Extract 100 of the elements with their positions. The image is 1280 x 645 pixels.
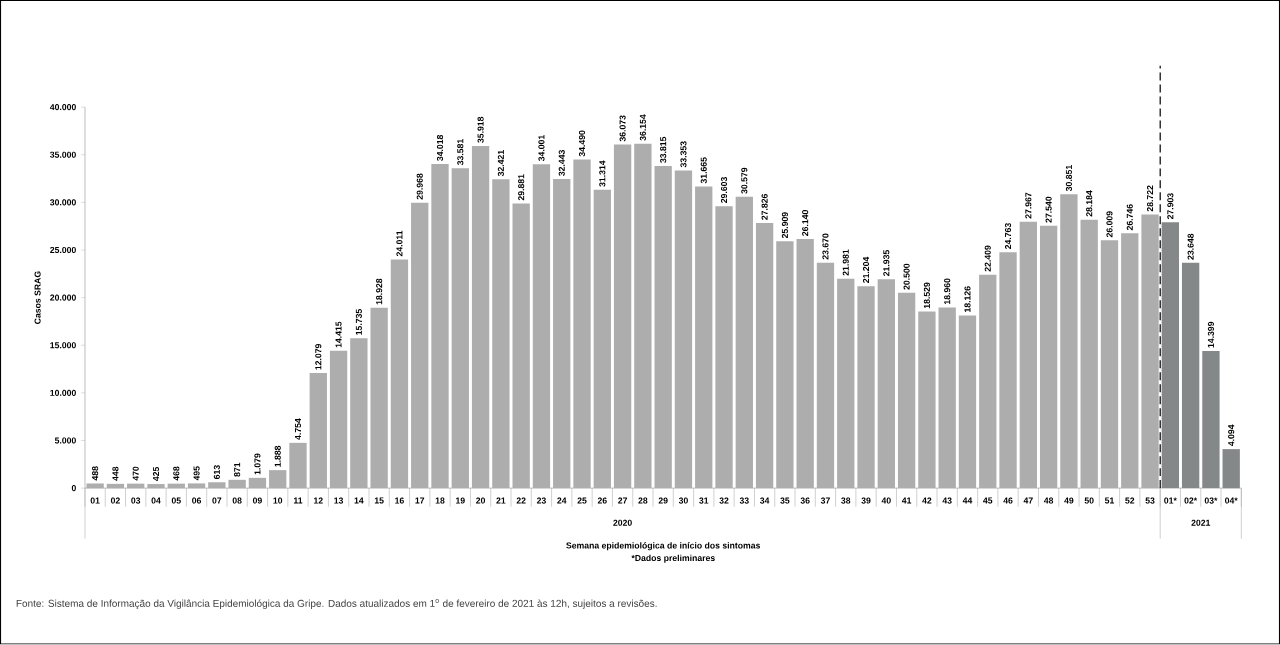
y-tick-label: 35.000 bbox=[50, 151, 76, 159]
data-label: 15.735 bbox=[355, 309, 362, 335]
bar bbox=[390, 259, 409, 489]
x-tick-label: 29 bbox=[658, 497, 668, 504]
x-tick-label: 09 bbox=[252, 497, 262, 504]
x-tick-label: 51 bbox=[1104, 497, 1115, 504]
x-tick-label: 46 bbox=[1003, 497, 1013, 504]
bar bbox=[451, 168, 469, 489]
x-tick-label: 01* bbox=[1164, 497, 1177, 504]
data-label: 33.353 bbox=[680, 141, 687, 168]
bar bbox=[1121, 233, 1139, 489]
data-label: 871 bbox=[234, 462, 241, 477]
y-tick-label: 5.000 bbox=[54, 437, 76, 444]
x-tick-label: 43 bbox=[942, 497, 952, 504]
bar bbox=[147, 484, 165, 489]
x-tick-label: 11 bbox=[293, 497, 303, 504]
x-tick-label: 05 bbox=[171, 497, 181, 504]
x-tick-label: 42 bbox=[922, 497, 932, 504]
x-tick-label: 04 bbox=[151, 497, 161, 504]
bar bbox=[938, 307, 956, 489]
bar bbox=[1141, 214, 1159, 489]
x-tick-label: 03 bbox=[131, 497, 141, 504]
bar bbox=[1100, 240, 1119, 489]
bar bbox=[634, 143, 652, 489]
data-label: 27.826 bbox=[761, 194, 768, 221]
x-tick-label: 17 bbox=[415, 497, 425, 504]
x-tick-label: 30 bbox=[678, 497, 688, 504]
data-label: 31.665 bbox=[700, 157, 707, 184]
data-label: 36.073 bbox=[619, 115, 626, 142]
data-label: 34.490 bbox=[578, 130, 586, 157]
bar bbox=[857, 286, 875, 489]
bar bbox=[106, 484, 125, 489]
bar bbox=[776, 241, 794, 489]
text: *Dados preliminares bbox=[631, 554, 715, 563]
x-tick-label: 28 bbox=[638, 497, 648, 504]
data-label: 24.763 bbox=[1004, 223, 1012, 250]
data-label: 30.851 bbox=[1065, 165, 1072, 192]
x-tick-label: 13 bbox=[334, 497, 344, 504]
x-tick-label: 37 bbox=[820, 497, 830, 504]
x-tick-label: 39 bbox=[861, 497, 871, 504]
y-tick-label: 15.000 bbox=[50, 342, 76, 349]
x-tick-label: 20 bbox=[476, 497, 486, 504]
data-label: 468 bbox=[173, 466, 180, 481]
bar bbox=[837, 278, 855, 489]
y-axis-title: Casos SRAG bbox=[34, 271, 41, 325]
bar bbox=[897, 293, 916, 489]
data-label: 1.888 bbox=[274, 446, 281, 467]
x-tick-label: 04* bbox=[1225, 497, 1238, 504]
bar bbox=[613, 144, 632, 489]
data-label: 26.746 bbox=[1126, 204, 1133, 231]
data-label: 35.918 bbox=[477, 117, 484, 144]
data-label: 34.001 bbox=[538, 135, 545, 162]
x-tick-label: 40 bbox=[881, 497, 891, 504]
y-tick-label: 25.000 bbox=[50, 247, 76, 254]
data-label: 24.011 bbox=[396, 230, 403, 257]
y-tick-label: 10.000 bbox=[50, 390, 76, 397]
y-tick-label: 20.000 bbox=[50, 294, 76, 301]
bar bbox=[411, 202, 429, 489]
x-tick-label: 18 bbox=[435, 497, 445, 504]
bar bbox=[918, 311, 936, 489]
bar bbox=[1019, 221, 1037, 489]
data-label: 27.540 bbox=[1045, 196, 1052, 223]
x-tick-label: 03* bbox=[1204, 497, 1218, 504]
data-label: 23.670 bbox=[822, 233, 829, 260]
x-tick-label: 38 bbox=[841, 497, 851, 504]
data-label: 32.421 bbox=[497, 150, 504, 177]
x-tick-label: 26 bbox=[597, 497, 607, 504]
bar bbox=[248, 478, 267, 489]
bar bbox=[370, 308, 388, 489]
x-tick-label: 10 bbox=[273, 497, 283, 504]
x-tick-label: 24 bbox=[557, 497, 567, 504]
bar bbox=[553, 179, 571, 489]
data-label: 18.960 bbox=[944, 278, 951, 305]
bar bbox=[958, 315, 977, 489]
x-tick-label: 23 bbox=[536, 497, 546, 504]
x-tick-label: 22 bbox=[516, 497, 526, 504]
x-tick-label: 21 bbox=[496, 497, 506, 504]
bar bbox=[471, 146, 490, 489]
data-label: 33.815 bbox=[660, 137, 667, 164]
x-tick-label: 45 bbox=[983, 497, 993, 504]
bar bbox=[309, 373, 327, 489]
x-tick-label: 33 bbox=[739, 497, 749, 504]
x-tick-label: 02* bbox=[1184, 497, 1198, 504]
x-tick-label: 02 bbox=[110, 497, 120, 504]
x-tick-label: 01 bbox=[90, 497, 100, 504]
data-label: 29.603 bbox=[720, 177, 728, 204]
x-tick-label: 15 bbox=[374, 497, 384, 504]
bar bbox=[269, 470, 287, 489]
x-tick-label: 34 bbox=[759, 497, 770, 504]
data-label: 33.581 bbox=[457, 139, 464, 166]
data-label: 425 bbox=[152, 467, 160, 482]
data-label: 27.903 bbox=[1167, 193, 1174, 220]
bar bbox=[86, 483, 104, 489]
bar bbox=[695, 186, 713, 489]
y-tick-label: 40.000 bbox=[49, 104, 76, 111]
source-note: Fonte: Sistema de Informação da Vigilância Epidemiológica da Gripe. Dados atualizados em 1$^{o}$ de fevereiro de 2021 às 12h, sujeitos a revisões. bbox=[16, 599, 657, 610]
data-label: 495 bbox=[193, 466, 200, 481]
bar bbox=[512, 203, 530, 489]
x-tick-label: 16 bbox=[395, 497, 404, 504]
x-tick-label: 36 bbox=[800, 497, 810, 504]
